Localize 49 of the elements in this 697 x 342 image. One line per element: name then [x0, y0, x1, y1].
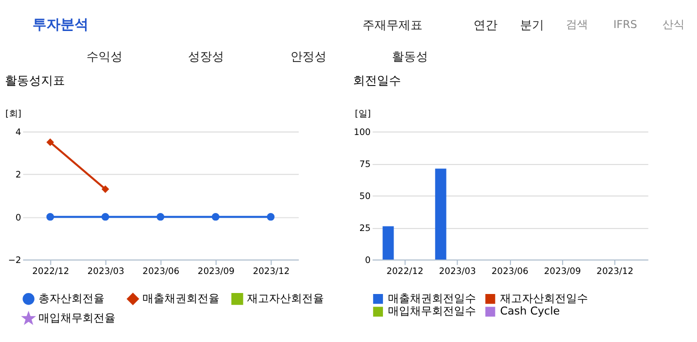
y-tick-label: 2	[16, 170, 22, 181]
text: IFRS	[613, 18, 638, 32]
text: 연간	[474, 18, 498, 32]
x-tick-label: 2023/06	[492, 266, 529, 277]
text: 투자분석	[32, 17, 88, 34]
x-tick-label: 2023/12	[252, 266, 290, 277]
point	[46, 138, 54, 146]
x-tick-label: 2023/03	[87, 266, 124, 277]
legend-label: 매입채무회전일수	[388, 304, 476, 318]
legend-label: 매출채권회전율	[142, 292, 220, 305]
legend-label: 재고자산회전율	[247, 292, 324, 305]
y-axis-title: [일]	[354, 109, 371, 120]
legend-label: 매출채권회전일수	[388, 292, 476, 305]
x-tick-label: 2023/09	[544, 266, 582, 277]
text: 수익성	[86, 50, 123, 64]
y-tick-label: 4	[16, 128, 22, 138]
point	[212, 213, 220, 221]
legend-label: 매입채무회전율	[38, 312, 116, 325]
chart-title: 회전일수	[353, 73, 402, 88]
text: 산식	[662, 18, 685, 32]
x-tick-label: 2023/12	[596, 266, 634, 277]
point	[266, 213, 275, 221]
text: 검색	[566, 18, 588, 32]
y-tick-label: −2	[8, 256, 22, 266]
legend-label: 총자산회전율	[38, 292, 104, 305]
point	[102, 213, 110, 221]
x-tick-label: 2022/12	[32, 266, 70, 277]
point	[102, 185, 110, 193]
x-tick-label: 2023/03	[439, 266, 476, 277]
text: 안정성	[290, 50, 326, 64]
point	[156, 213, 164, 221]
text: 활동성	[392, 50, 428, 64]
x-tick-label: 2023/09	[198, 266, 235, 277]
x-tick-label: 2023/06	[142, 266, 180, 277]
y-tick-label: 0	[365, 256, 372, 266]
y-tick-label: 75	[359, 160, 371, 170]
y-tick-label: 25	[359, 224, 371, 234]
text: 성장성	[188, 50, 224, 64]
y-tick-label: 50	[359, 192, 372, 202]
y-axis-title: [회]	[5, 109, 22, 120]
point	[46, 213, 54, 221]
chart-title: 활동성지표	[4, 73, 65, 88]
x-tick-label: 2022/12	[386, 266, 424, 277]
y-tick-label: 0	[16, 213, 22, 224]
text: 주재무제표	[362, 18, 422, 32]
y-tick-label: 100	[354, 128, 371, 138]
text: 분기	[520, 18, 544, 32]
legend-label: Cash Cycle	[500, 304, 560, 318]
legend-label: 재고자산회전일수	[500, 292, 588, 305]
